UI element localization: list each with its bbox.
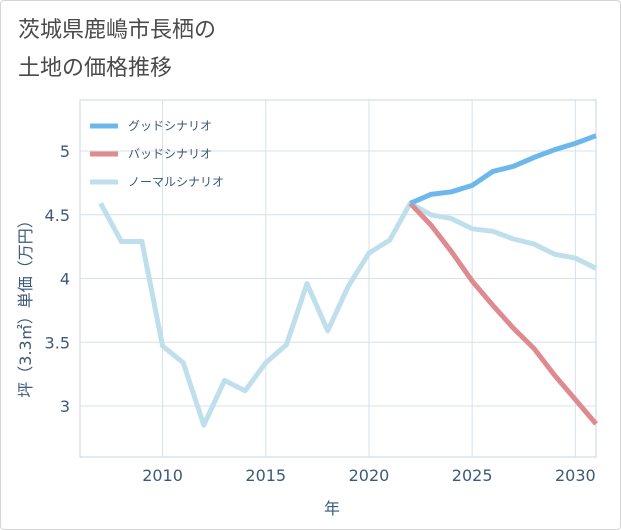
series-line-0	[409, 133, 597, 206]
grid	[80, 100, 596, 457]
series-line-2	[98, 200, 598, 428]
y-tick-label: 5	[60, 142, 70, 161]
x-axis-label: 年	[324, 499, 340, 518]
chart-title-line-1: 茨城県鹿嶋市長栖の	[18, 18, 217, 43]
x-tick-label: 2025	[452, 466, 493, 485]
legend-label-2: ノーマルシナリオ	[128, 175, 224, 189]
x-tick-label: 2020	[349, 466, 390, 485]
series-lines	[98, 133, 598, 428]
y-tick-label: 4	[60, 270, 70, 289]
x-tick-label: 2010	[142, 466, 183, 485]
series-line-1	[408, 201, 598, 426]
x-tick-label: 2030	[555, 466, 596, 485]
chart-title-line-2: 土地の価格推移	[18, 56, 173, 81]
legend-label-1: バッドシナリオ	[128, 147, 212, 161]
y-axis-label: 坪（3.3㎡）単価（万円）	[16, 212, 35, 397]
x-axis-ticks: 2010 2015 2020 2025 2030	[142, 466, 596, 485]
x-tick-label: 2015	[245, 466, 286, 485]
y-tick-label: 3.5	[45, 333, 70, 352]
y-tick-label: 4.5	[45, 206, 70, 225]
y-axis-ticks: 3 3.5 4 4.5 5	[45, 142, 70, 416]
legend-label-0: グッドシナリオ	[128, 119, 212, 133]
y-tick-label: 3	[60, 397, 70, 416]
